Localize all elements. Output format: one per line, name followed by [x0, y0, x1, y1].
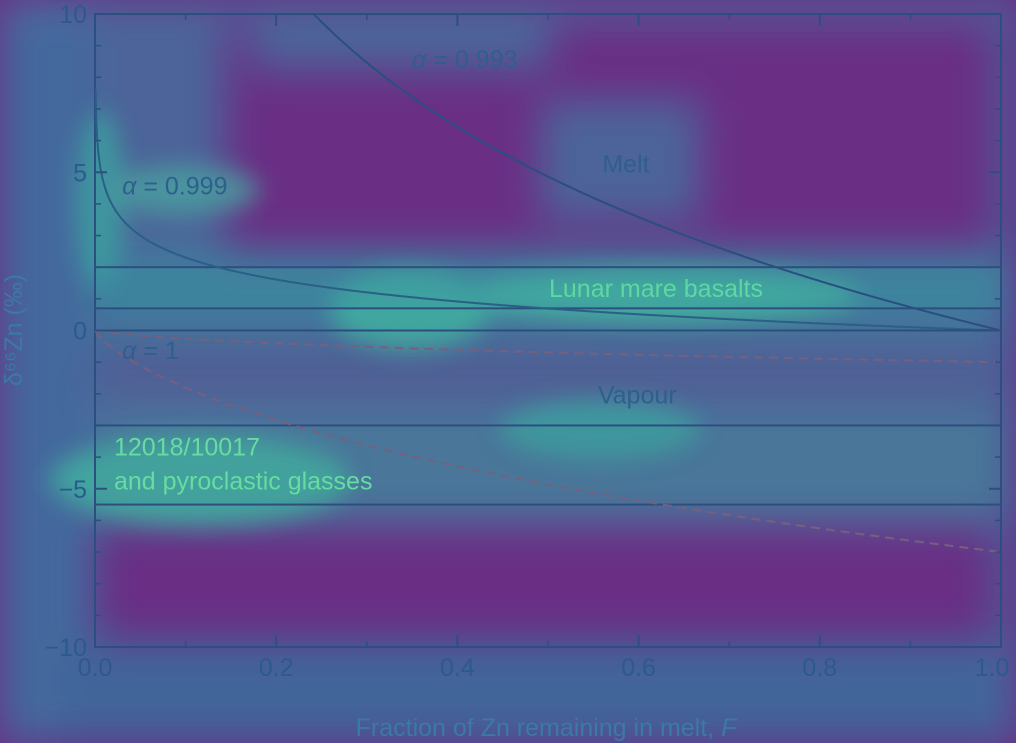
y-tick-label: −10	[45, 634, 87, 662]
y-tick-label: 0	[73, 318, 87, 346]
x-tick-label: 0.4	[440, 654, 475, 682]
series-vapour-alpha-0-999	[95, 329, 1001, 364]
annotation-3: α = 0.999	[122, 172, 227, 200]
alpha-symbol: α	[122, 172, 137, 200]
annotation-2: Melt	[602, 150, 649, 178]
alpha-symbol: α	[122, 337, 137, 365]
x-tick-label: 0.0	[78, 654, 113, 682]
x-tick-label: 0.8	[802, 654, 837, 682]
x-tick-label: 1.0	[975, 654, 1010, 682]
y-tick-label: −5	[58, 476, 87, 504]
ticks: −10 −5 0 5 10 0.0 0.2 0.4 0.6 0.8 1.0	[45, 1, 1010, 682]
annotation-1: α = 0.993	[412, 46, 517, 74]
x-tick-label: 0.6	[621, 654, 656, 682]
series-melt-alpha-0-999	[95, 88, 1001, 332]
band-label-glasses-line-1: 12018/10017	[114, 433, 260, 461]
alpha-value: = 0.993	[426, 46, 517, 74]
series-vapour-alpha-0-993	[95, 330, 1001, 554]
band-label-mare-basalts: Lunar mare basalts	[549, 275, 763, 303]
alpha-value: = 0.999	[136, 172, 227, 200]
x-tick-label: 0.2	[259, 654, 294, 682]
band-pyroclastic-glasses	[94, 424, 1002, 506]
y-tick-label: 10	[59, 1, 87, 29]
y-axis-title: δ⁶⁶Zn (‰)	[0, 274, 28, 386]
x-axis-title-text: Fraction of Zn remaining in melt,	[356, 714, 714, 742]
annotation-4: α = 1	[122, 337, 179, 365]
annotation-5: Vapour	[598, 381, 677, 409]
alpha-value: = 1	[136, 337, 178, 365]
x-axis-title-var: F	[721, 714, 738, 742]
x-axis-title: Fraction of Zn remaining in melt, F	[356, 714, 738, 742]
curves	[95, 14, 1001, 554]
bands: Lunar mare basalts 12018/10017 and pyrocla…	[94, 266, 1002, 506]
y-tick-label: 5	[73, 159, 87, 187]
band-label-glasses-line-2: and pyroclastic glasses	[114, 467, 372, 495]
alpha-symbol: α	[412, 46, 427, 74]
series-melt-alpha-0-993	[312, 14, 1001, 332]
